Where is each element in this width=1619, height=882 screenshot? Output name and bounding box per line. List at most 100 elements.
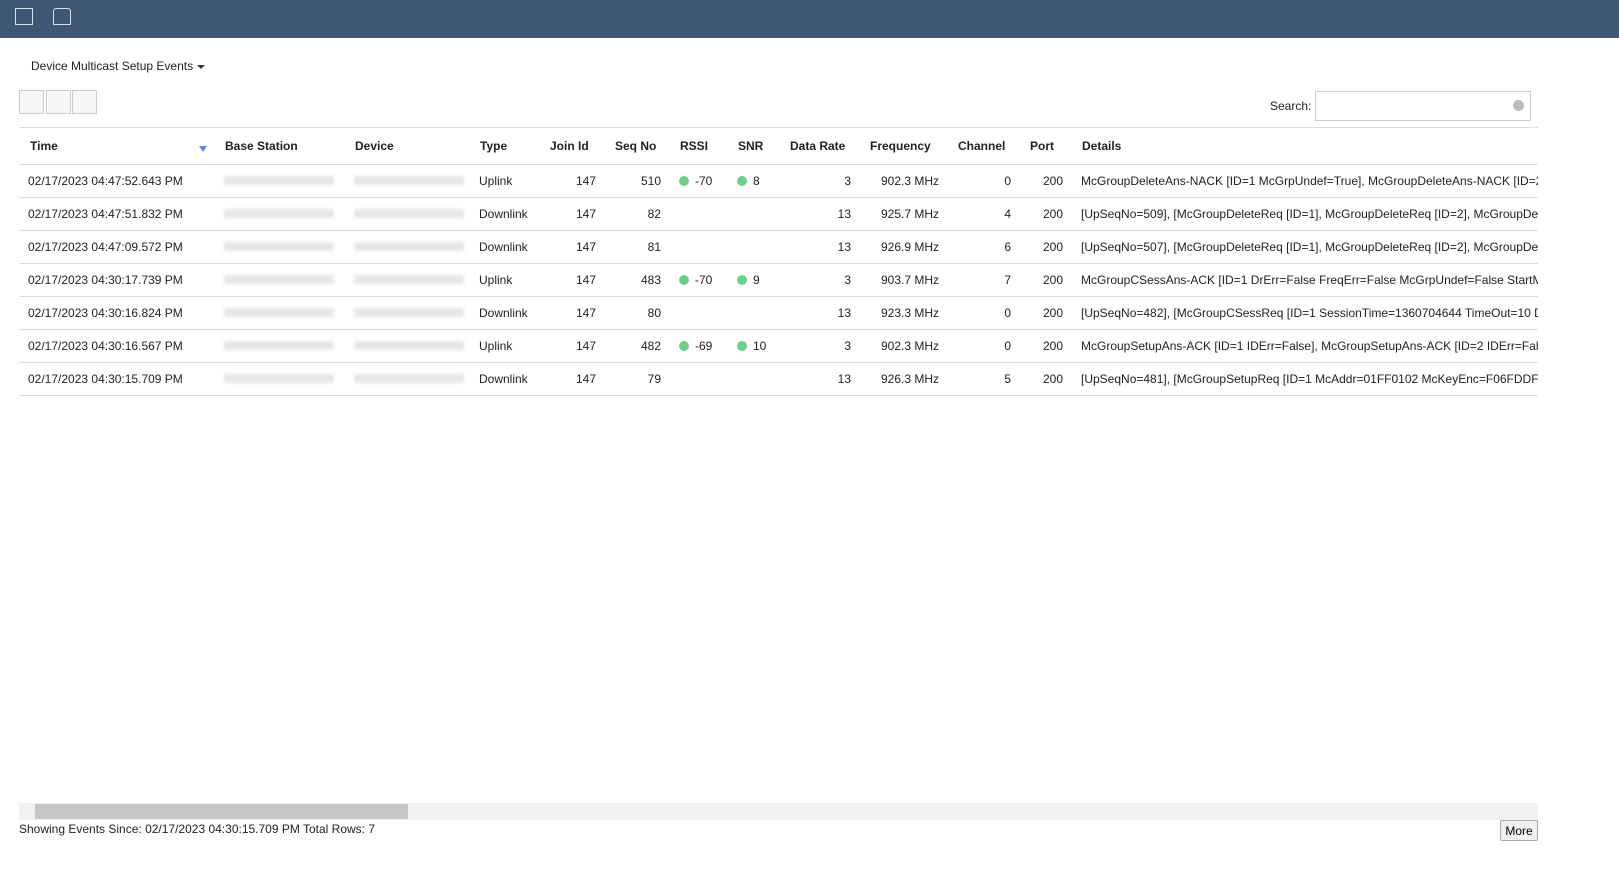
port-cell: 200 bbox=[1020, 230, 1072, 264]
table-body: 02/17/2023 04:47:52.643 PM Uplink 147 510 -7… bbox=[19, 164, 1538, 396]
time-cell: 02/17/2023 04:30:17.739 PM bbox=[19, 263, 215, 297]
events-grid: Time Base Station Device Type Join Id Seq No R… bbox=[19, 127, 1538, 396]
window-icon[interactable] bbox=[15, 8, 33, 25]
join-id-cell: 147 bbox=[540, 329, 605, 363]
table-row: 02/17/2023 04:30:15.709 PM Downlink 147 79 1… bbox=[19, 362, 1538, 396]
join-id-cell: 147 bbox=[540, 263, 605, 297]
table-cell: -70 bbox=[670, 263, 728, 297]
view-selector[interactable]: Device Multicast Setup Events bbox=[31, 59, 206, 73]
redacted-text bbox=[354, 341, 464, 350]
redacted-text bbox=[224, 176, 334, 185]
redacted-text bbox=[224, 341, 334, 350]
signal-dot bbox=[679, 275, 689, 285]
header-row: Time Base Station Device Type Join Id Seq No R… bbox=[19, 127, 1538, 165]
column-header: RSSI bbox=[670, 127, 728, 165]
redacted-text bbox=[354, 275, 464, 284]
channel-cell: 0 bbox=[948, 164, 1020, 198]
type-cell: Downlink bbox=[470, 197, 540, 231]
channel-cell: 4 bbox=[948, 197, 1020, 231]
table-cell bbox=[728, 230, 780, 264]
more-button[interactable]: More bbox=[1500, 820, 1538, 841]
details-cell: McGroupSetupAns-ACK [ID=1 IDErr=False], … bbox=[1072, 329, 1538, 363]
time-cell: 02/17/2023 04:30:16.567 PM bbox=[19, 329, 215, 363]
frequency-cell: 902.3 MHz bbox=[860, 164, 948, 198]
details-cell: [UpSeqNo=507], [McGroupDeleteReq [ID=1],… bbox=[1072, 230, 1538, 264]
column-header: Port bbox=[1020, 127, 1072, 165]
port-cell: 200 bbox=[1020, 329, 1072, 363]
frequency-cell: 923.3 MHz bbox=[860, 296, 948, 330]
signal-dot bbox=[737, 176, 747, 186]
table-cell bbox=[215, 296, 345, 330]
join-id-cell: 147 bbox=[540, 296, 605, 330]
h-scrollbar[interactable] bbox=[19, 803, 1538, 820]
table-cell bbox=[215, 230, 345, 264]
table-cell: 8 bbox=[728, 164, 780, 198]
table-cell bbox=[345, 197, 470, 231]
frequency-cell: 903.7 MHz bbox=[860, 263, 948, 297]
columns-button[interactable] bbox=[46, 90, 71, 114]
details-cell: [UpSeqNo=482], [McGroupCSessReq [ID=1 Se… bbox=[1072, 296, 1538, 330]
signal-dot bbox=[679, 176, 689, 186]
snr-value: 9 bbox=[753, 273, 760, 287]
table-cell bbox=[670, 362, 728, 396]
export-button[interactable] bbox=[72, 90, 97, 114]
search-input[interactable] bbox=[1315, 91, 1531, 121]
table-cell bbox=[345, 263, 470, 297]
redacted-text bbox=[354, 209, 464, 218]
table-cell bbox=[728, 296, 780, 330]
seq-no-cell: 482 bbox=[605, 329, 670, 363]
time-cell: 02/17/2023 04:30:15.709 PM bbox=[19, 362, 215, 396]
data-rate-cell: 13 bbox=[780, 362, 860, 396]
column-header: Device bbox=[345, 127, 470, 165]
snr-value: 8 bbox=[753, 174, 760, 188]
channel-cell: 0 bbox=[948, 296, 1020, 330]
table-cell bbox=[345, 362, 470, 396]
column-header: Channel bbox=[948, 127, 1020, 165]
table-cell bbox=[670, 197, 728, 231]
time-cell: 02/17/2023 04:30:16.824 PM bbox=[19, 296, 215, 330]
seq-no-cell: 510 bbox=[605, 164, 670, 198]
scroll-thumb[interactable] bbox=[35, 804, 408, 819]
table-cell bbox=[345, 230, 470, 264]
seq-no-cell: 79 bbox=[605, 362, 670, 396]
details-cell: McGroupCSessAns-ACK [ID=1 DrErr=False Fr… bbox=[1072, 263, 1538, 297]
type-cell: Uplink bbox=[470, 329, 540, 363]
join-id-cell: 147 bbox=[540, 230, 605, 264]
table-row: 02/17/2023 04:30:16.824 PM Downlink 147 80 1… bbox=[19, 296, 1538, 330]
redacted-text bbox=[224, 308, 334, 317]
redacted-text bbox=[224, 374, 334, 383]
type-cell: Downlink bbox=[470, 296, 540, 330]
details-cell: [UpSeqNo=481], [McGroupSetupReq [ID=1 Mc… bbox=[1072, 362, 1538, 396]
table-cell: -70 bbox=[670, 164, 728, 198]
table-cell bbox=[345, 329, 470, 363]
refresh-button[interactable] bbox=[19, 90, 44, 114]
tab-icon[interactable] bbox=[53, 8, 71, 25]
table-cell bbox=[215, 164, 345, 198]
snr-value: 10 bbox=[753, 339, 767, 353]
table-cell bbox=[670, 296, 728, 330]
view-title: Device Multicast Setup Events bbox=[31, 59, 194, 73]
join-id-cell: 147 bbox=[540, 164, 605, 198]
signal-dot bbox=[737, 275, 747, 285]
table-row: 02/17/2023 04:47:09.572 PM Downlink 147 81 1… bbox=[19, 230, 1538, 264]
table-row: 02/17/2023 04:30:16.567 PM Uplink 147 482 -6… bbox=[19, 329, 1538, 363]
table-cell bbox=[670, 230, 728, 264]
column-header: Frequency bbox=[860, 127, 948, 165]
clear-icon[interactable] bbox=[1513, 100, 1524, 111]
table-cell bbox=[345, 164, 470, 198]
port-cell: 200 bbox=[1020, 197, 1072, 231]
time-cell: 02/17/2023 04:47:52.643 PM bbox=[19, 164, 215, 198]
join-id-cell: 147 bbox=[540, 197, 605, 231]
time-cell: 02/17/2023 04:47:09.572 PM bbox=[19, 230, 215, 264]
details-cell: McGroupDeleteAns-NACK [ID=1 McGrpUndef=T… bbox=[1072, 164, 1538, 198]
port-cell: 200 bbox=[1020, 296, 1072, 330]
signal-dot bbox=[679, 341, 689, 351]
channel-cell: 7 bbox=[948, 263, 1020, 297]
caret bbox=[197, 64, 206, 69]
data-rate-cell: 3 bbox=[780, 164, 860, 198]
redacted-text bbox=[224, 209, 334, 218]
table-cell: 9 bbox=[728, 263, 780, 297]
table-cell: 10 bbox=[728, 329, 780, 363]
frequency-cell: 926.9 MHz bbox=[860, 230, 948, 264]
column-header: Type bbox=[470, 127, 540, 165]
